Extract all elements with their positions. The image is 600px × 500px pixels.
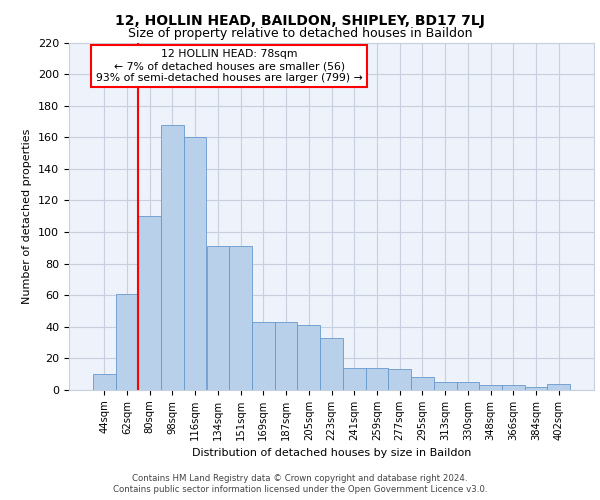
Text: Size of property relative to detached houses in Baildon: Size of property relative to detached ho…: [128, 28, 472, 40]
Bar: [161, 124, 184, 390]
Bar: [502, 386, 524, 390]
Bar: [229, 246, 252, 390]
Bar: [320, 338, 343, 390]
Bar: [298, 325, 320, 390]
Bar: [524, 387, 547, 390]
Bar: [206, 246, 229, 390]
Bar: [139, 216, 161, 390]
Y-axis label: Number of detached properties: Number of detached properties: [22, 128, 32, 304]
Bar: [365, 368, 388, 390]
Bar: [275, 322, 298, 390]
Bar: [343, 368, 365, 390]
Bar: [116, 294, 139, 390]
Bar: [93, 374, 116, 390]
Text: 12, HOLLIN HEAD, BAILDON, SHIPLEY, BD17 7LJ: 12, HOLLIN HEAD, BAILDON, SHIPLEY, BD17 …: [115, 14, 485, 28]
Bar: [388, 370, 411, 390]
Bar: [457, 382, 479, 390]
Bar: [252, 322, 275, 390]
X-axis label: Distribution of detached houses by size in Baildon: Distribution of detached houses by size …: [192, 448, 471, 458]
Text: Contains HM Land Registry data © Crown copyright and database right 2024.
Contai: Contains HM Land Registry data © Crown c…: [113, 474, 487, 494]
Bar: [479, 386, 502, 390]
Text: 12 HOLLIN HEAD: 78sqm
← 7% of detached houses are smaller (56)
93% of semi-detac: 12 HOLLIN HEAD: 78sqm ← 7% of detached h…: [96, 50, 362, 82]
Bar: [411, 378, 434, 390]
Bar: [434, 382, 457, 390]
Bar: [547, 384, 570, 390]
Bar: [184, 138, 206, 390]
